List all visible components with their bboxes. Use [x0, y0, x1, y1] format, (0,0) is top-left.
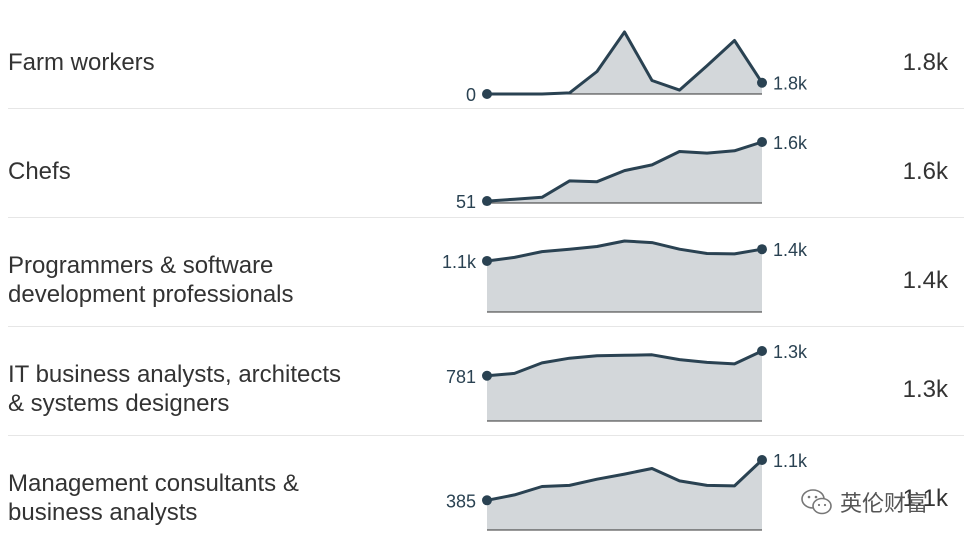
sparkline-chart: 385 1.1k	[446, 451, 808, 531]
end-point	[757, 137, 767, 147]
sparkline-area	[487, 351, 762, 421]
sparkline-area	[487, 460, 762, 530]
end-point	[757, 244, 767, 255]
end-value-label: 1.4k	[773, 240, 808, 260]
sparkline-line	[485, 30, 764, 96]
end-value-label: 1.8k	[773, 74, 808, 94]
start-point	[482, 196, 492, 207]
occupation-label: Chefs	[8, 157, 408, 186]
occupation-row: Management consultants & business analyst…	[0, 436, 970, 545]
sparkline-line	[485, 458, 764, 502]
row-divider	[8, 217, 964, 218]
wechat-icon	[801, 489, 832, 515]
start-value-label: 385	[446, 491, 476, 511]
occupation-value: 1.4k	[902, 267, 948, 294]
sparkline-chart: 1.1k 1.4k	[442, 239, 808, 313]
occupation-row: Programmers & software development profes…	[0, 218, 970, 327]
occupation-label-line: Farm workers	[8, 49, 155, 76]
occupation-row: IT business analysts, architects & system…	[0, 327, 970, 436]
start-point	[482, 89, 492, 99]
start-value-label: 51	[456, 192, 476, 212]
sparkline-area	[487, 32, 762, 94]
start-point	[482, 255, 492, 266]
occupation-label-line: Programmers & software	[8, 252, 274, 279]
occupation-label-line: & systems designers	[8, 390, 230, 417]
occupation-value: 1.6k	[902, 158, 948, 185]
row-divider	[8, 326, 964, 327]
watermark-text: 英伦财富	[840, 492, 929, 517]
start-point	[482, 495, 492, 506]
end-value-label: 1.3k	[773, 342, 808, 362]
occupation-label-line: development professionals	[8, 281, 294, 308]
occupation-label: Management consultants & business analyst…	[8, 469, 408, 527]
occupation-value: 1.1k	[902, 485, 948, 512]
occupation-label-line: IT business analysts, architects	[8, 361, 342, 388]
start-point	[482, 370, 492, 381]
end-point	[757, 455, 767, 465]
occupation-label: Programmers & software development profes…	[8, 251, 408, 309]
occupation-value: 1.8k	[902, 49, 948, 76]
occupation-row: Chefs 1.6k 51 1.6k	[0, 109, 970, 218]
sparkline-chart: 51 1.6k	[456, 133, 808, 212]
watermark: 英伦财富	[800, 484, 928, 520]
end-value-label: 1.1k	[773, 451, 808, 471]
occupation-label-line: Chefs	[8, 158, 71, 185]
end-value-label: 1.6k	[773, 133, 808, 153]
row-divider	[8, 435, 964, 436]
sparkline-chart: 781 1.3k	[446, 342, 808, 422]
sparkline-chart: 0 1.8k	[466, 30, 808, 105]
start-value-label: 781	[446, 367, 476, 387]
sparkline-line	[485, 239, 764, 263]
end-point	[757, 346, 767, 356]
sparkline-area	[487, 142, 762, 203]
end-point	[757, 77, 767, 88]
start-value-label: 1.1k	[442, 252, 477, 272]
occupation-row: Farm workers 1.8k 0 1.8k	[0, 0, 970, 109]
occupation-label: Farm workers	[8, 48, 408, 77]
occupation-value: 1.3k	[902, 376, 948, 403]
start-value-label: 0	[466, 85, 476, 105]
occupation-label: IT business analysts, architects & system…	[8, 360, 408, 418]
sparkline-line	[485, 140, 764, 203]
occupation-label-line: Management consultants &	[8, 470, 299, 497]
row-divider	[8, 108, 964, 109]
sparkline-line	[485, 349, 764, 378]
occupation-label-line: business analysts	[8, 499, 198, 526]
sparkline-area	[487, 241, 762, 312]
